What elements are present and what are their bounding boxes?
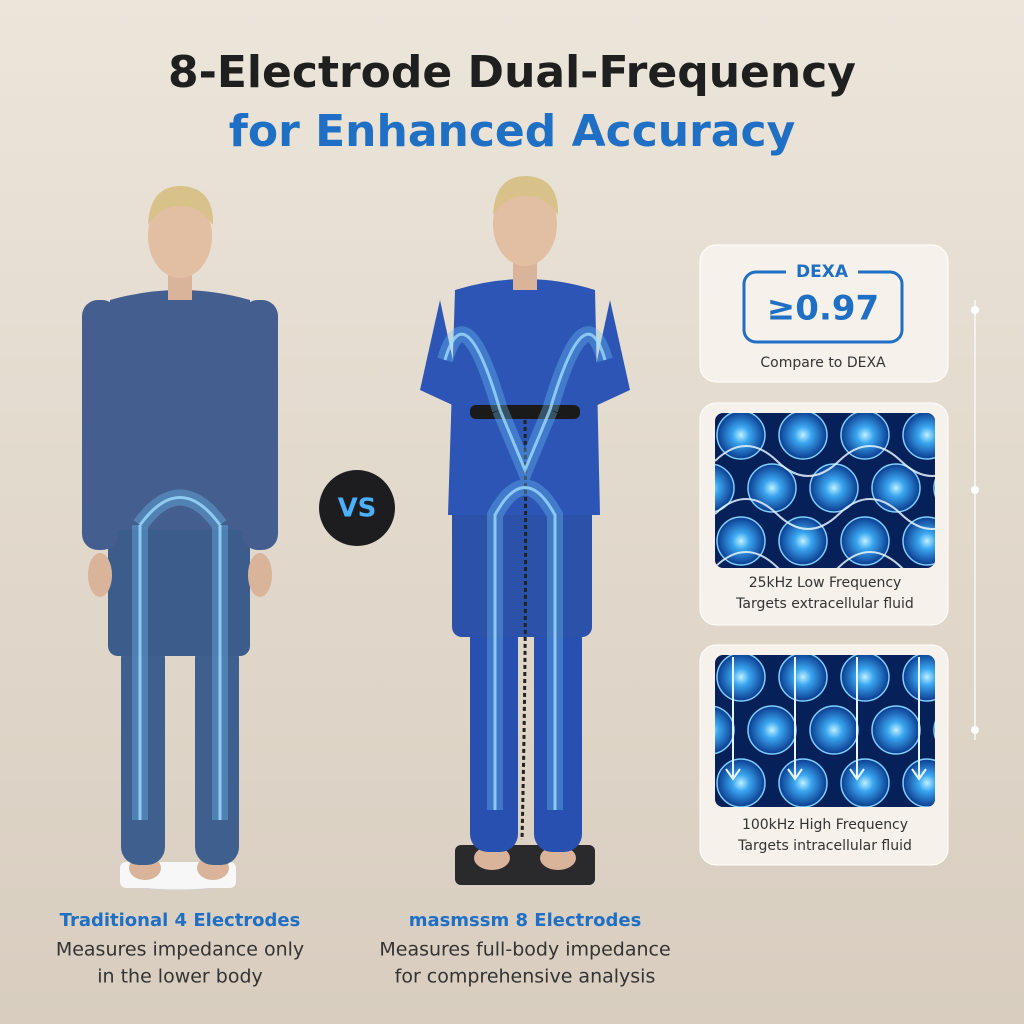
person-masmssm-part <box>455 845 595 885</box>
card-dexa-part <box>699 244 949 383</box>
card-caption: 100kHz High Frequency <box>742 817 908 833</box>
cell <box>871 463 921 513</box>
person-traditional-part <box>88 553 112 597</box>
person-masmssm-part <box>493 175 559 215</box>
timeline-part <box>971 486 979 494</box>
person-traditional-part <box>82 300 118 550</box>
cell <box>715 463 735 513</box>
cell <box>933 705 935 755</box>
cell <box>840 655 890 702</box>
cell <box>716 655 766 702</box>
person-masmssm-part <box>540 846 576 870</box>
person-traditional-part <box>195 640 239 865</box>
right-heading: masmssm 8 Electrodes <box>409 910 642 931</box>
cell <box>902 516 935 566</box>
person-masmssm-part <box>555 300 630 420</box>
dexa-value: ≥0.97 <box>767 289 879 329</box>
person-traditional-part <box>138 496 222 820</box>
person-traditional-part <box>108 520 250 656</box>
person-masmssm-part <box>420 300 495 420</box>
cell <box>747 705 797 755</box>
person-masmssm <box>420 175 630 885</box>
person-masmssm-part <box>520 419 528 841</box>
person-masmssm-part <box>534 620 582 852</box>
person-masmssm-part <box>474 846 510 870</box>
person-traditional-part <box>248 553 272 597</box>
person-traditional-part <box>242 300 278 550</box>
card-caption: Targets extracellular fluid <box>735 596 914 612</box>
cell <box>778 413 828 460</box>
person-traditional-part <box>148 185 214 225</box>
cell-image <box>715 413 935 568</box>
dexa-caption: Compare to DEXA <box>760 355 886 371</box>
flow <box>715 498 935 530</box>
right-caption: for comprehensive analysis <box>395 966 656 988</box>
flow <box>715 445 935 477</box>
person-masmssm-part <box>448 279 600 515</box>
arrow-head <box>849 768 865 781</box>
timeline-part <box>971 306 979 314</box>
title: 8-Electrode Dual-Frequency <box>168 47 856 98</box>
title: for Enhanced Accuracy <box>229 106 796 157</box>
cell <box>902 413 935 460</box>
card-caption: Targets intracellular fluid <box>737 838 912 854</box>
cell-image <box>715 655 935 807</box>
cell <box>778 655 828 702</box>
cell <box>778 758 828 807</box>
cell <box>902 655 935 702</box>
card-caption: 25kHz Low Frequency <box>749 575 902 591</box>
arrow-head <box>725 768 741 781</box>
cell <box>871 705 921 755</box>
right-caption: Measures full-body impedance <box>379 939 670 961</box>
left-caption: in the lower body <box>97 966 263 988</box>
person-masmssm-part <box>470 405 580 419</box>
cell <box>716 758 766 807</box>
cell <box>747 463 797 513</box>
arrow-head <box>787 768 803 781</box>
cell <box>809 463 859 513</box>
card-dexa-part <box>786 262 858 282</box>
cell <box>716 413 766 460</box>
person-masmssm-part <box>443 332 607 810</box>
cells <box>715 655 935 807</box>
timeline <box>971 300 979 740</box>
person-traditional-part <box>95 290 265 530</box>
person-traditional-part <box>121 640 165 865</box>
person-masmssm-part <box>493 182 557 266</box>
arrow-head <box>911 768 927 781</box>
cell <box>840 758 890 807</box>
vs-label: VS <box>338 494 377 524</box>
cell <box>933 463 935 513</box>
dexa-badge: DEXA <box>796 262 849 282</box>
left-caption: Measures impedance only <box>56 939 304 961</box>
cell <box>840 516 890 566</box>
cell <box>716 516 766 566</box>
flow <box>715 551 935 568</box>
vs-badge <box>319 470 395 546</box>
cell <box>902 758 935 807</box>
cell <box>809 705 859 755</box>
cells <box>715 413 935 568</box>
person-masmssm-part <box>513 262 537 290</box>
timeline-part <box>971 726 979 734</box>
card-dexa <box>699 244 949 383</box>
cell <box>840 413 890 460</box>
left-heading: Traditional 4 Electrodes <box>60 910 301 931</box>
person-masmssm-part <box>452 505 592 637</box>
person-traditional-part <box>148 194 212 278</box>
cell <box>778 516 828 566</box>
person-traditional <box>82 185 278 891</box>
